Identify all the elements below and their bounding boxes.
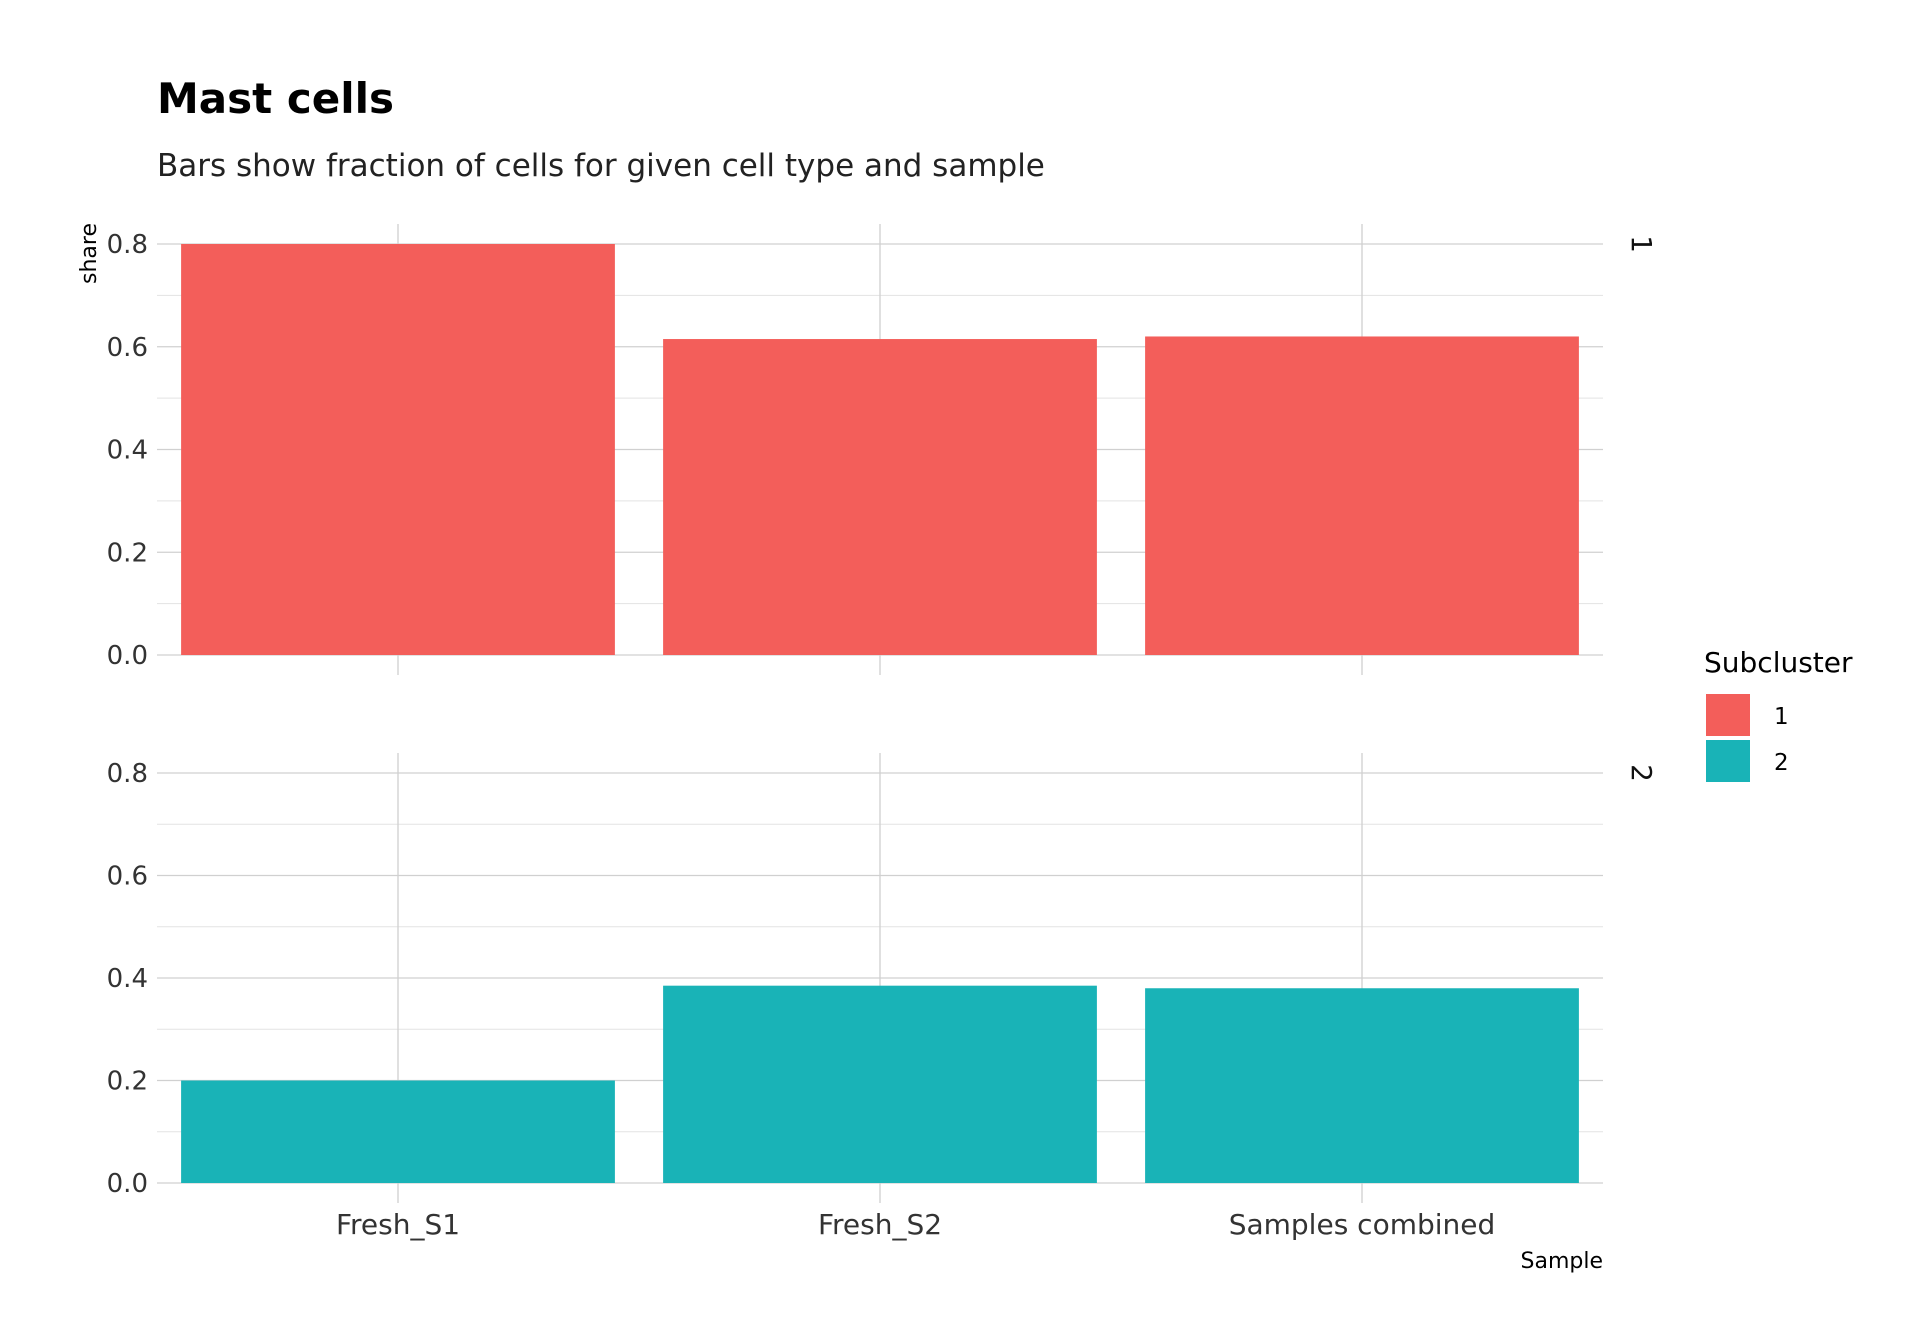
legend-swatch-1	[1706, 694, 1750, 736]
x-tick-label: Fresh_S2	[818, 1208, 942, 1241]
y-tick-label: 0.6	[107, 333, 148, 363]
legend-swatch-2	[1706, 740, 1750, 782]
chart-title: Mast cells	[157, 74, 394, 123]
y-tick-label: 0.2	[107, 1067, 148, 1097]
bar-2-fresh-s2	[663, 985, 1097, 1183]
facet-panel-2: 0.0 0.2 0.4 0.6 0.8 2	[107, 753, 1658, 1203]
y-tick-label: 0.6	[107, 862, 148, 892]
x-tick-label: Samples combined	[1229, 1208, 1496, 1241]
x-tick-label: Fresh_S1	[336, 1208, 460, 1241]
y-tick-label: 0.2	[107, 538, 148, 568]
bar-1-samples-combined	[1145, 336, 1579, 655]
y-tick-label: 0.8	[107, 230, 148, 260]
facet-panel-1: 0.0 0.2 0.4 0.6 0.8 1	[107, 224, 1658, 675]
y-tick-label: 0.0	[107, 1169, 148, 1199]
y-tick-label: 0.8	[107, 759, 148, 789]
bar-2-fresh-s1	[181, 1080, 615, 1183]
legend-label-1: 1	[1774, 704, 1789, 730]
legend-label-2: 2	[1774, 750, 1789, 776]
y-tick-label: 0.4	[107, 436, 148, 466]
facet-strip-label: 1	[1625, 235, 1658, 253]
bar-1-fresh-s1	[181, 244, 615, 655]
facet-strip-label: 2	[1625, 764, 1658, 782]
bar-2-samples-combined	[1145, 988, 1579, 1183]
chart-subtitle: Bars show fraction of cells for given ce…	[157, 148, 1045, 184]
y-tick-label: 0.0	[107, 641, 148, 671]
bar-1-fresh-s2	[663, 339, 1097, 655]
legend-title: Subcluster	[1704, 646, 1853, 679]
y-axis-title: share	[77, 223, 102, 284]
x-axis: Fresh_S1 Fresh_S2 Samples combined	[336, 1208, 1495, 1241]
y-tick-label: 0.4	[107, 964, 148, 994]
facet-panels: 0.0 0.2 0.4 0.6 0.8 1 0.0 0.2 0.4 0.6 0.8 2	[107, 224, 1658, 1203]
x-axis-title: Sample	[1521, 1249, 1604, 1274]
legend: Subcluster 1 2	[1704, 646, 1853, 782]
